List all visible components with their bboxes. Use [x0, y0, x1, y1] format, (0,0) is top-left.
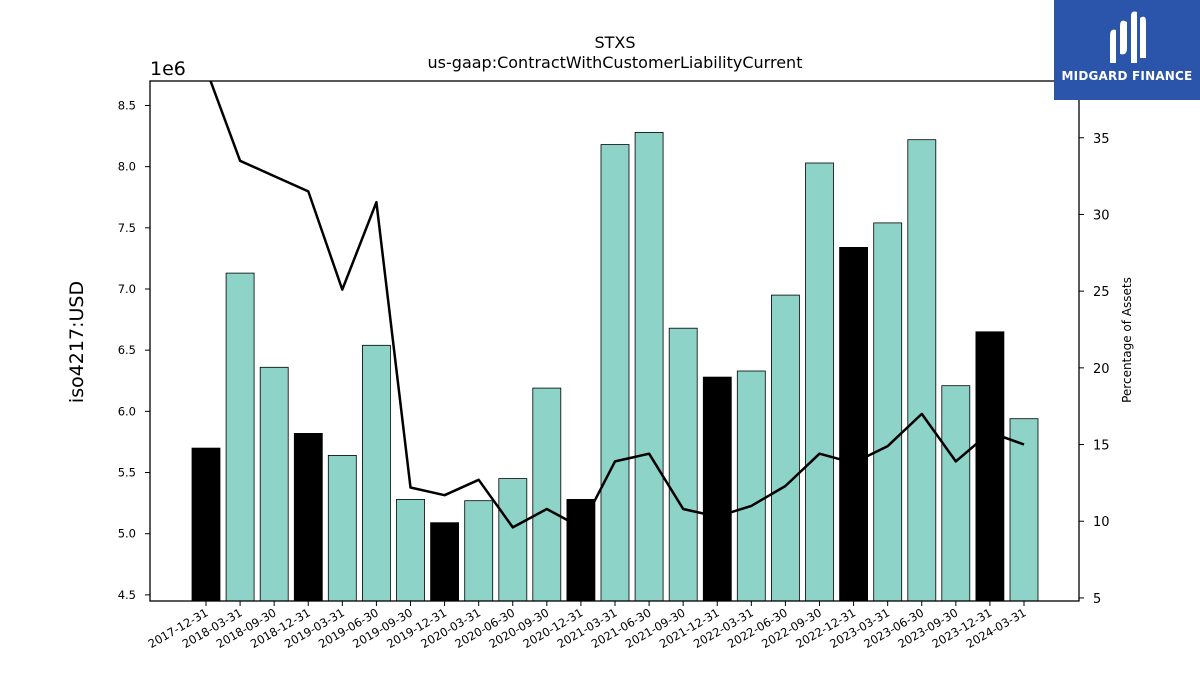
y-tick-label: 4.5	[118, 588, 136, 602]
bar-2021-03-31	[600, 144, 630, 602]
y-tick-label: 5.5	[118, 466, 136, 480]
bar-2019-09-30	[396, 498, 425, 602]
y2-axis: 5 10 15 20 25 30 35	[1079, 132, 1110, 607]
bar-2022-03-31	[736, 370, 766, 602]
y2-axis-label: Percentage of Assets	[1120, 277, 1134, 403]
chart-subtitle: us-gaap:ContractWithCustomerLiabilityCur…	[428, 53, 803, 72]
bar-2020-09-30	[532, 387, 562, 602]
bar-2019-06-30	[361, 344, 391, 602]
bar-2023-12-31	[975, 331, 1005, 602]
bar-2021-09-30	[668, 327, 698, 602]
y2-tick-label: 15	[1093, 439, 1110, 454]
y2-tick-label: 30	[1093, 208, 1110, 223]
bar-2023-09-30	[941, 385, 971, 602]
percentage-line	[209, 81, 1025, 529]
bar-2019-03-31	[327, 454, 357, 602]
y-axis: 4.5 5.0 5.5 6.0 6.5 7.0 7.5 8.0 8.5	[118, 98, 150, 602]
y-tick-label: 7.5	[118, 221, 136, 235]
bar-2019-12-31	[430, 522, 460, 602]
bar-2024-03-31	[1009, 418, 1039, 602]
y2-tick-label: 10	[1093, 515, 1110, 530]
bar-2022-06-30	[771, 294, 800, 602]
y-tick-label: 8.5	[118, 98, 136, 112]
bar-2017-12-31	[191, 447, 221, 602]
y-tick-label: 6.0	[118, 404, 136, 418]
y-offset-label: 1e6	[150, 58, 186, 80]
line-group	[209, 81, 1025, 529]
y2-tick-label: 25	[1093, 285, 1110, 300]
y-tick-label: 8.0	[118, 160, 136, 174]
y2-tick-label: 5	[1093, 592, 1101, 607]
bar-2021-06-30	[634, 131, 664, 602]
midgard-finance-logo: MIDGARD FINANCE	[1054, 0, 1200, 100]
y-tick-label: 6.5	[118, 343, 136, 357]
bar-2020-12-31	[566, 498, 596, 602]
bar-2022-12-31	[839, 246, 868, 602]
y-tick-label: 7.0	[118, 282, 136, 296]
y2-tick-label: 35	[1093, 132, 1110, 147]
y2-tick-label: 20	[1093, 362, 1110, 377]
logo-mark-icon	[1110, 11, 1146, 64]
chart-title: STXS	[594, 33, 635, 52]
bar-2021-12-31	[702, 376, 732, 602]
bars-group	[191, 131, 1039, 602]
x-axis: 2017-12-312018-03-312018-09-302018-12-31…	[146, 601, 1029, 651]
bar-2018-03-31	[225, 272, 255, 602]
bar-2022-09-30	[805, 162, 834, 602]
bar-2023-06-30	[907, 139, 937, 602]
y-axis-label: iso4217:USD	[66, 281, 88, 403]
bar-2018-09-30	[259, 366, 289, 602]
bar-2020-03-31	[464, 500, 494, 602]
logo-text: MIDGARD FINANCE	[1061, 69, 1193, 83]
bar-2020-06-30	[498, 478, 528, 602]
bar-2023-03-31	[873, 222, 903, 602]
bar-2018-12-31	[293, 432, 323, 602]
y-tick-label: 5.0	[118, 527, 136, 541]
